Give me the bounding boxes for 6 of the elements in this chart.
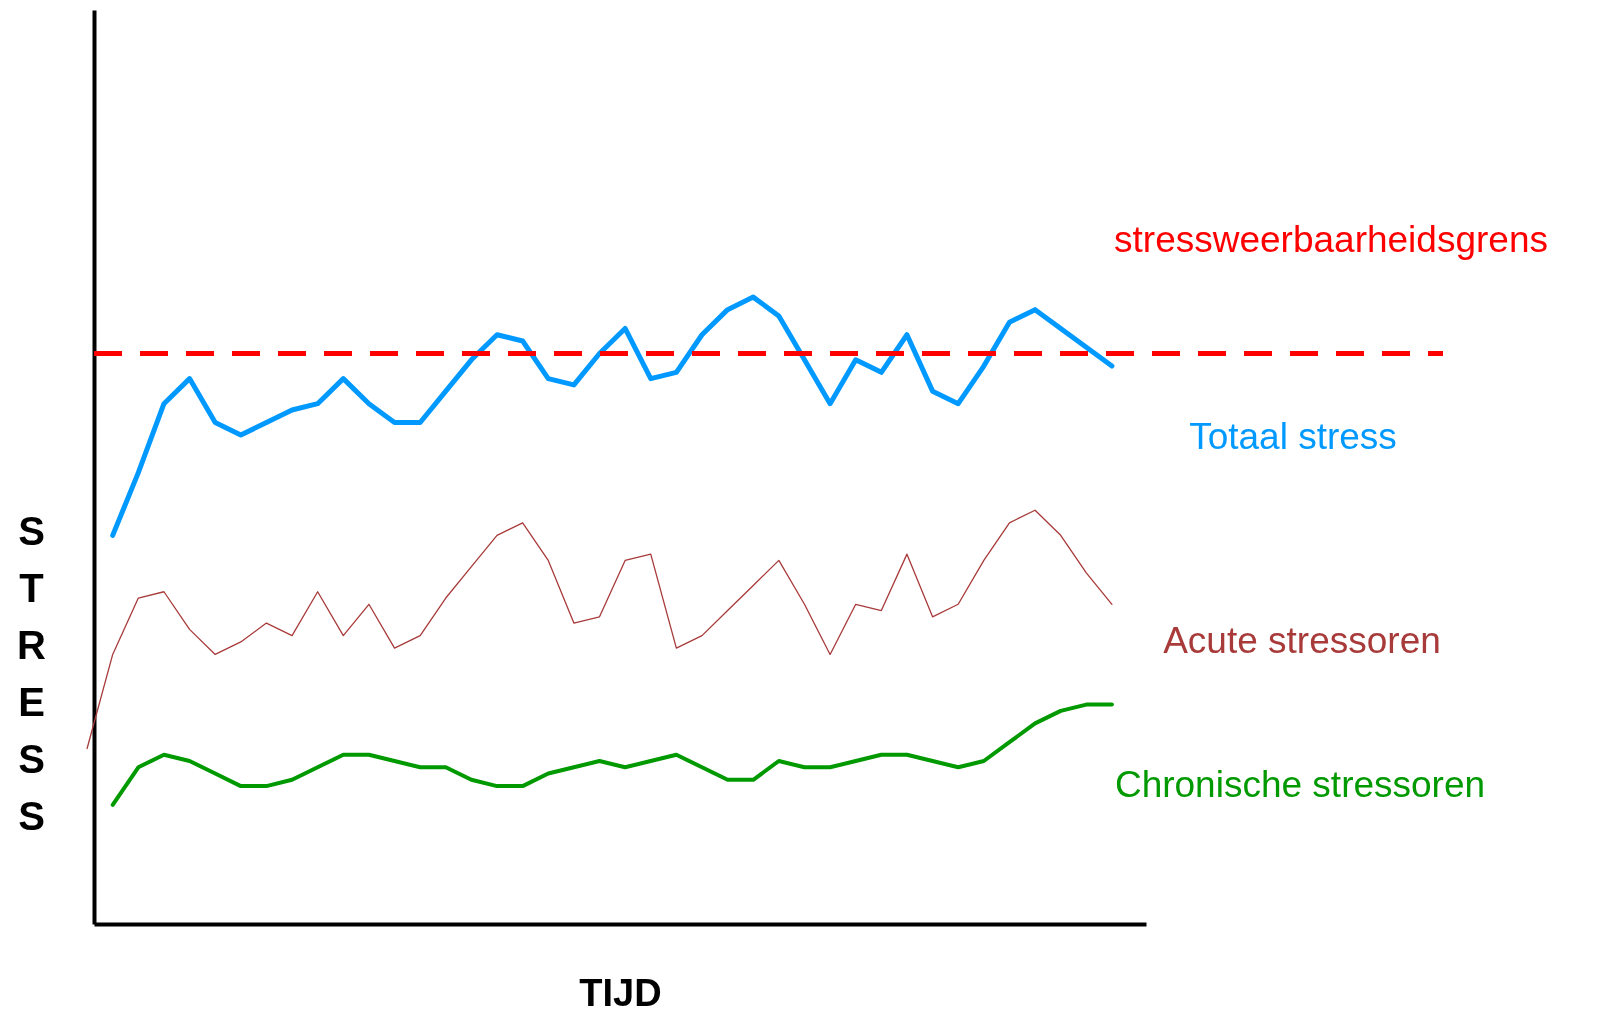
- series-label: Chronische stressoren: [1114, 764, 1486, 805]
- text: Totaal stress: [1189, 416, 1397, 457]
- x-axis-title: TIJD: [579, 971, 662, 1014]
- ref-line-label: stressweerbaarheidsgrens: [1114, 219, 1548, 260]
- y-axis-title: STRESS: [17, 508, 47, 838]
- series-label: Acute stressoren: [1163, 620, 1441, 661]
